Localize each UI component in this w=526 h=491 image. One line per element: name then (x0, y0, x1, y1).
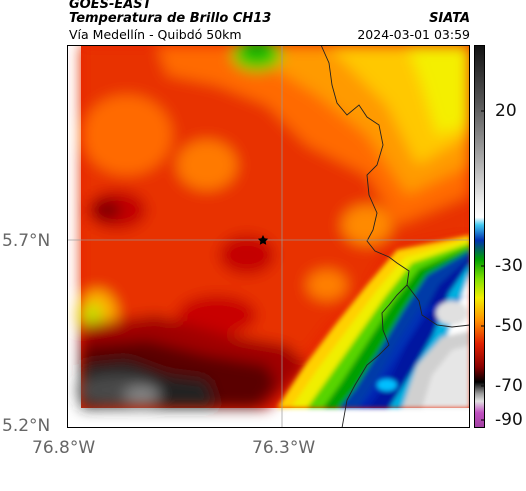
colorbar-tick-label: 20 (495, 101, 517, 121)
lon-tick-76-3W: 76.3°W (252, 438, 316, 458)
colorbar-tick-label: -30 (495, 256, 523, 276)
lat-tick-5-7N: 5.7°N (2, 231, 51, 251)
datetime-label: 2024-03-01 03:59 (357, 27, 470, 42)
graticule (67, 45, 470, 428)
subtitle: Vía Medellín - Quibdó 50km (69, 27, 242, 42)
colorbar-tick-label: -70 (495, 376, 523, 396)
boundary-lines (320, 45, 470, 428)
temperature-field (77, 45, 470, 408)
colorbar (474, 45, 485, 428)
colorbar-ticks (481, 110, 485, 421)
colorbar-tick-label: -50 (495, 316, 523, 336)
location-star-icon (257, 235, 269, 245)
organization-label: SIATA (429, 11, 470, 26)
lon-tick-76-8W: 76.8°W (32, 438, 96, 458)
title-line2: Temperatura de Brillo CH13 (69, 11, 272, 26)
title-line1: GOES-EAST (69, 0, 152, 12)
colorbar-tick-label: -90 (495, 410, 523, 430)
lat-tick-5-2N: 5.2°N (2, 416, 51, 436)
brightness-temperature-map (67, 45, 470, 428)
